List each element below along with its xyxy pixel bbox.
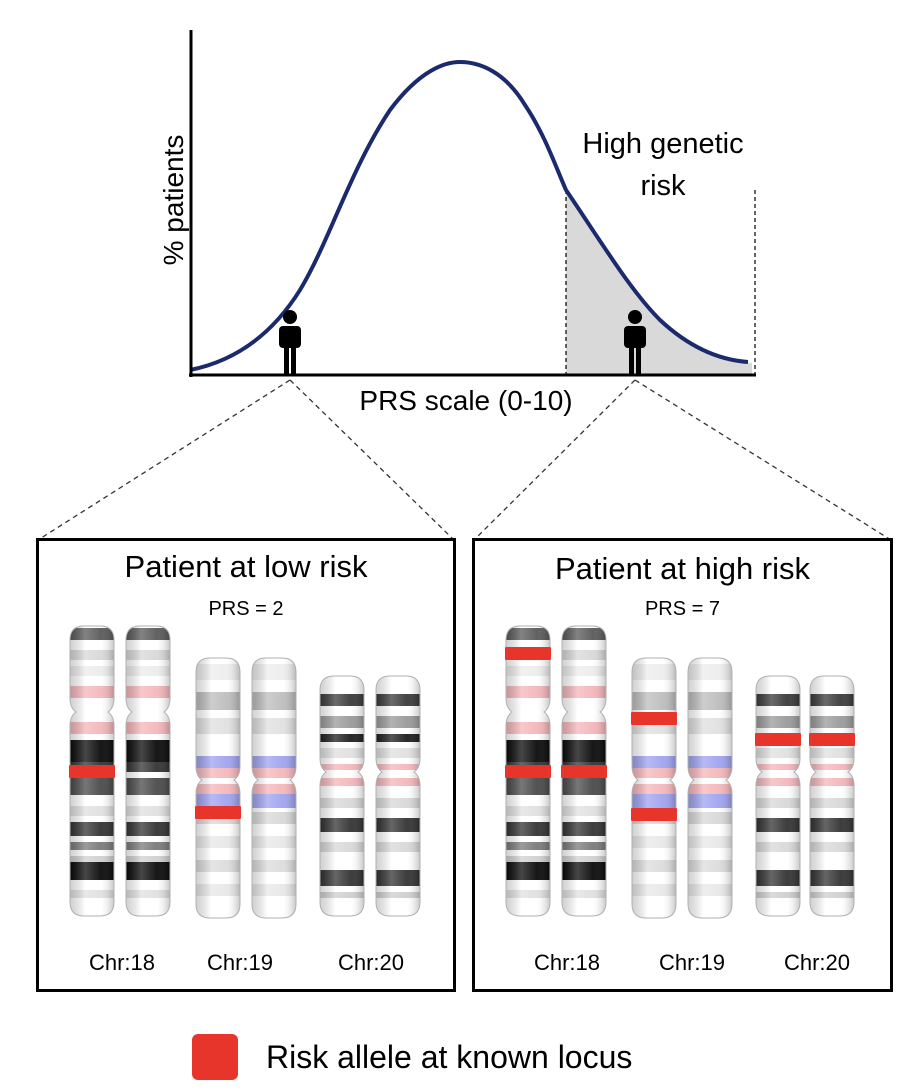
risk-allele-swatch [192, 1034, 238, 1080]
zoom-line-low-right [289, 379, 455, 541]
person-icon-high-risk [624, 310, 646, 375]
zoom-line-high-right [634, 379, 892, 541]
high-risk-chr19-label: Chr:19 [658, 950, 726, 975]
legend: Risk allele at known locus [192, 1034, 632, 1080]
low-risk-chr20-label: Chr:20 [337, 950, 405, 975]
high-risk-panel-title: Patient at high risk [554, 551, 811, 586]
high-risk-annotation-line2: risk [640, 170, 686, 202]
high-risk-shaded-area [566, 190, 752, 375]
low-risk-chr19-label: Chr:19 [206, 950, 274, 975]
zoom-line-high-left [473, 379, 636, 541]
zoom-line-low-left [37, 379, 291, 541]
high-risk-chr18-label: Chr:18 [533, 950, 601, 975]
y-axis-label: % patients [158, 135, 189, 266]
distribution-curve [189, 59, 749, 372]
x-axis-label: PRS scale (0-10) [359, 385, 572, 416]
high-risk-prs-value: PRS = 7 [644, 598, 721, 620]
person-icon-low-risk [279, 310, 301, 375]
low-risk-chr18-label: Chr:18 [88, 950, 156, 975]
low-risk-panel: Patient at low risk PRS = 2 Chr:18 Chr:1… [36, 538, 456, 992]
high-risk-panel: Patient at high risk PRS = 7 Chr:18 Chr:… [472, 538, 893, 992]
low-risk-panel-title: Patient at low risk [124, 549, 368, 584]
high-risk-chr20-label: Chr:20 [783, 950, 851, 975]
high-risk-annotation-line1: High genetic [582, 128, 743, 160]
legend-label: Risk allele at known locus [266, 1038, 633, 1075]
low-risk-prs-value: PRS = 2 [208, 598, 284, 620]
